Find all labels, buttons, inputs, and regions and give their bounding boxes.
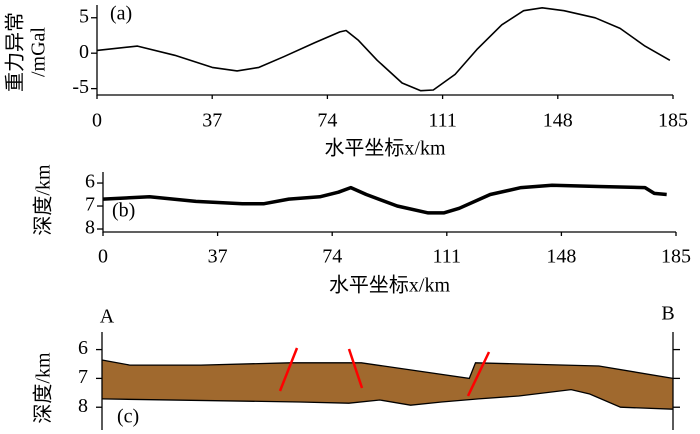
x-tick-label: 185 (661, 246, 691, 268)
y-tick-label: 6 (85, 171, 95, 193)
y-tick-label: 8 (78, 395, 88, 417)
layer-fill (102, 360, 673, 410)
faults (278, 347, 491, 397)
section-end-label: A (100, 306, 115, 328)
y-tick-label: 6 (78, 337, 88, 359)
x-tick-label: 74 (322, 246, 342, 268)
y-tick-label: -5 (72, 76, 89, 98)
x-tick-label: 74 (317, 110, 337, 132)
panel-label: (a) (110, 3, 132, 25)
x-tick-label: 37 (202, 110, 222, 132)
x-tick-label: 185 (658, 110, 688, 132)
y-axis-label: 深度/km (32, 164, 55, 236)
section-end-label: B (661, 303, 674, 325)
y-axis-label: 重力异常 (4, 12, 27, 92)
x-tick-label: 148 (546, 246, 576, 268)
x-tick-label: 148 (543, 110, 573, 132)
y-tick-label: 5 (79, 5, 89, 27)
layer-boundary (101, 359, 674, 380)
x-axis-label: 水平坐标x/km (329, 274, 451, 297)
x-axis-label: 水平坐标x/km (324, 137, 446, 160)
fault-line (347, 348, 364, 389)
fault-line (278, 347, 299, 392)
layer-boundary (101, 388, 674, 410)
fault-line (466, 351, 491, 397)
y-axis-label: /mGal (28, 27, 50, 77)
panel-label: (b) (112, 200, 135, 222)
x-tick-label: 37 (208, 246, 228, 268)
x-tick-label: 0 (98, 246, 108, 268)
y-tick-label: 8 (85, 217, 95, 239)
axis-line (96, 5, 673, 96)
data-line (96, 7, 671, 92)
y-axis-label: 深度/km (32, 352, 55, 424)
panel-label: (c) (117, 406, 139, 428)
y-tick-label: 7 (85, 194, 95, 216)
x-tick-label: 0 (92, 110, 102, 132)
y-tick-label: 7 (78, 366, 88, 388)
x-tick-label: 111 (433, 246, 462, 268)
data-line (102, 183, 667, 215)
y-tick-label: 0 (79, 41, 89, 63)
x-tick-label: 111 (428, 110, 457, 132)
